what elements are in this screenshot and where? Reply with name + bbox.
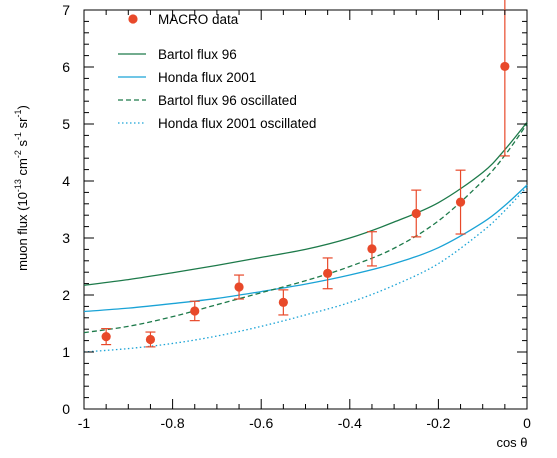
y-tick-label: 3 bbox=[62, 230, 70, 246]
x-tick-label: -0.2 bbox=[426, 415, 450, 431]
y-tick-label: 6 bbox=[62, 59, 70, 75]
x-tick-label: 0 bbox=[523, 415, 531, 431]
data-point bbox=[366, 231, 377, 267]
legend-marker-macro-data bbox=[128, 14, 138, 24]
legend-item-bartol-oscillated: Bartol flux 96 oscillated bbox=[118, 93, 297, 108]
legend-label-macro-data: MACRO data bbox=[158, 12, 239, 27]
data-marker bbox=[145, 334, 156, 345]
legend-label-honda-oscillated: Honda flux 2001 oscillated bbox=[158, 116, 316, 131]
x-tick-label: -0.6 bbox=[249, 415, 273, 431]
data-points bbox=[101, 0, 510, 348]
y-tick-label: 1 bbox=[62, 344, 70, 360]
data-point bbox=[234, 274, 245, 300]
data-marker bbox=[190, 306, 200, 316]
legend-item-honda: Honda flux 2001 bbox=[118, 70, 256, 85]
model-curves bbox=[83, 121, 528, 353]
data-marker bbox=[234, 282, 244, 292]
legend-label-bartol-oscillated: Bartol flux 96 oscillated bbox=[158, 93, 297, 108]
data-point bbox=[145, 331, 156, 348]
x-tick-label: -0.8 bbox=[161, 415, 185, 431]
y-axis-ticks: 0 1 2 3 4 5 6 7 bbox=[62, 2, 527, 417]
y-tick-label: 5 bbox=[62, 116, 70, 132]
data-point bbox=[499, 0, 510, 157]
x-axis-ticks: -1 -0.8 -0.6 -0.4 -0.2 0 bbox=[78, 10, 531, 431]
y-tick-label: 0 bbox=[62, 401, 70, 417]
legend-label-honda: Honda flux 2001 bbox=[158, 70, 256, 85]
legend-item-bartol: Bartol flux 96 bbox=[118, 47, 237, 62]
curve-bartol bbox=[83, 121, 528, 286]
data-marker bbox=[455, 197, 466, 207]
y-tick-label: 2 bbox=[62, 287, 70, 303]
data-marker bbox=[500, 61, 510, 72]
data-point bbox=[101, 328, 112, 346]
data-point bbox=[278, 289, 289, 316]
legend-item-honda-oscillated: Honda flux 2001 oscillated bbox=[118, 116, 316, 131]
data-marker bbox=[101, 332, 111, 342]
data-point bbox=[322, 257, 333, 290]
y-tick-label: 7 bbox=[62, 2, 70, 18]
data-point bbox=[411, 189, 422, 238]
curve-honda-oscillated bbox=[83, 186, 528, 353]
x-tick-label: -1 bbox=[78, 415, 91, 431]
data-point bbox=[189, 300, 200, 322]
data-point bbox=[455, 169, 466, 235]
data-marker bbox=[367, 244, 377, 254]
legend-item-macro-data: MACRO data bbox=[128, 12, 239, 27]
legend-label-bartol: Bartol flux 96 bbox=[158, 47, 237, 62]
legend: MACRO data Bartol flux 96 Honda flux 200… bbox=[118, 12, 316, 131]
x-axis-label: cos θ bbox=[496, 435, 527, 450]
data-marker bbox=[323, 268, 333, 278]
x-tick-label: -0.4 bbox=[338, 415, 362, 431]
data-marker bbox=[411, 208, 421, 219]
data-marker bbox=[278, 297, 288, 308]
y-tick-label: 4 bbox=[62, 173, 70, 189]
y-axis-label: muon flux (10-13 cm-2 s-1 sr-1) bbox=[13, 105, 30, 271]
